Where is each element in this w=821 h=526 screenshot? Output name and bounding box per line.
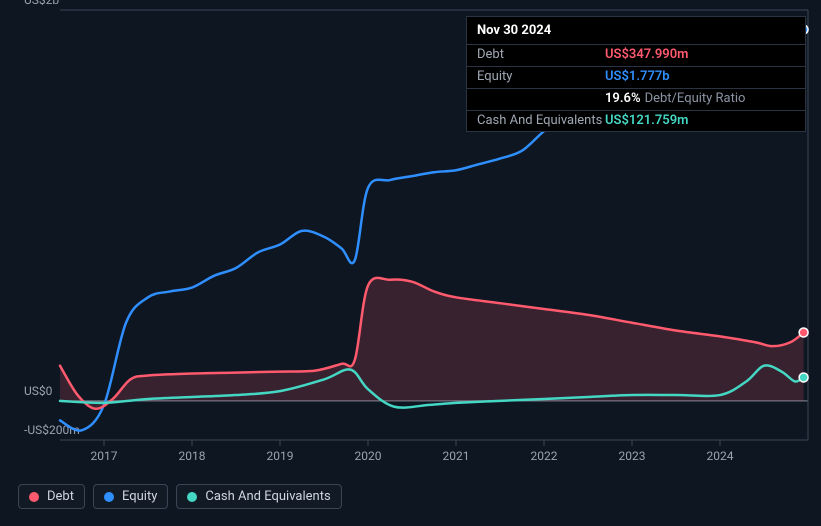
tooltip-rows: DebtUS$347.990mEquityUS$1.777b19.6%Debt/…: [467, 44, 805, 132]
legend-item-equity[interactable]: Equity: [93, 484, 168, 509]
svg-text:2020: 2020: [355, 449, 382, 463]
svg-text:US$0: US$0: [24, 384, 53, 398]
legend-item-label: Debt: [47, 489, 74, 504]
tooltip-row-label: Equity: [477, 69, 605, 86]
svg-text:2019: 2019: [267, 449, 294, 463]
tooltip-row-label: Debt: [477, 47, 605, 64]
tooltip-row-label: Cash And Equivalents: [477, 113, 605, 130]
tooltip-row-label: [477, 91, 605, 108]
legend-item-label: Equity: [122, 489, 157, 504]
svg-text:-US$200m: -US$200m: [24, 423, 80, 437]
svg-text:2017: 2017: [91, 449, 118, 463]
tooltip-row-value: 19.6%Debt/Equity Ratio: [605, 91, 745, 108]
tooltip-row-value: US$1.777b: [605, 69, 670, 86]
tooltip-row: DebtUS$347.990m: [467, 44, 805, 66]
legend-dot-icon: [187, 492, 197, 502]
legend-item-cash[interactable]: Cash And Equivalents: [176, 484, 341, 509]
tooltip-row-value: US$347.990m: [605, 47, 688, 64]
chart-tooltip: Nov 30 2024 DebtUS$347.990mEquityUS$1.77…: [466, 16, 806, 132]
tooltip-row: EquityUS$1.777b: [467, 66, 805, 88]
chart-legend: Debt Equity Cash And Equivalents: [18, 484, 342, 509]
tooltip-row: Cash And EquivalentsUS$121.759m: [467, 110, 805, 132]
svg-text:2023: 2023: [619, 449, 646, 463]
debt-equity-chart: US$2b US$0 -US$200m 2017 2018 2019 2020 2021 202…: [0, 0, 821, 526]
svg-text:2022: 2022: [531, 449, 558, 463]
tooltip-date: Nov 30 2024: [467, 17, 805, 44]
tooltip-row: 19.6%Debt/Equity Ratio: [467, 88, 805, 110]
legend-dot-icon: [104, 492, 114, 502]
tooltip-row-value: US$121.759m: [605, 113, 688, 130]
legend-item-debt[interactable]: Debt: [18, 484, 85, 509]
svg-text:2018: 2018: [179, 449, 206, 463]
tooltip-row-suffix: Debt/Equity Ratio: [645, 91, 746, 106]
svg-text:2024: 2024: [707, 449, 734, 463]
svg-text:2021: 2021: [443, 449, 470, 463]
legend-item-label: Cash And Equivalents: [205, 489, 330, 504]
legend-dot-icon: [29, 492, 39, 502]
svg-text:US$2b: US$2b: [24, 0, 59, 7]
